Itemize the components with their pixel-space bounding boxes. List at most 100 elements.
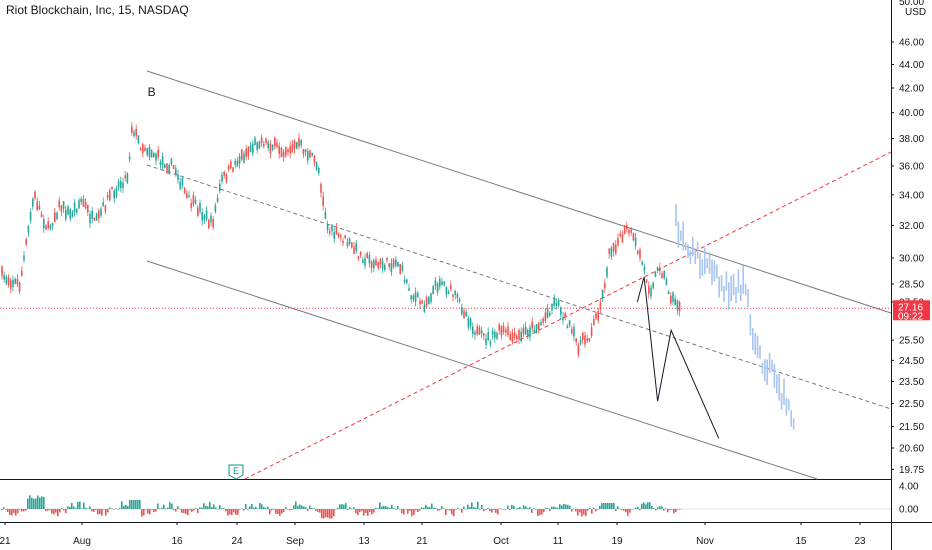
- candle-body: [487, 332, 489, 341]
- price-tick-label: 36.00: [899, 161, 924, 172]
- oscillator-bar: [225, 509, 227, 512]
- candle-body: [441, 281, 443, 285]
- oscillator-tick-label: 0.00: [899, 505, 919, 516]
- oscillator-bar: [31, 497, 33, 509]
- candle-body: [579, 339, 582, 344]
- oscillator-bar: [179, 509, 181, 510]
- price-tick-label: 38.00: [899, 134, 924, 145]
- time-tick-label: 23: [854, 536, 866, 547]
- oscillator-bar: [383, 505, 385, 509]
- oscillator-bar: [43, 497, 45, 509]
- oscillator-bar: [103, 509, 105, 510]
- oscillator-bar: [147, 509, 149, 514]
- time-tick-label: 24: [231, 536, 243, 547]
- candle-body: [549, 312, 551, 316]
- oscillator-bar: [49, 509, 51, 510]
- candle-body: [414, 292, 417, 303]
- candle-body: [32, 199, 34, 207]
- candle-body: [619, 233, 621, 237]
- candle-body: [223, 172, 225, 176]
- candle-body: [518, 329, 520, 340]
- candle-body: [296, 142, 298, 149]
- oscillator-bar: [313, 508, 315, 509]
- oscillator-bar: [243, 509, 245, 511]
- oscillator-bar: [585, 509, 587, 517]
- oscillator-bar: [79, 501, 81, 509]
- candle-body: [557, 300, 560, 306]
- oscillator-bar: [427, 506, 429, 509]
- candle-body: [465, 311, 467, 317]
- candle-body: [263, 143, 265, 147]
- candle-body: [71, 212, 74, 217]
- oscillator-bar: [659, 506, 661, 509]
- oscillator-bar: [7, 509, 9, 512]
- candle-body: [447, 291, 450, 294]
- oscillator-bar: [637, 506, 639, 509]
- candle-body: [586, 338, 588, 341]
- candle-body: [170, 158, 173, 165]
- oscillator-bar: [371, 509, 373, 515]
- oscillator-bar: [609, 503, 611, 509]
- oscillator-bar: [327, 509, 329, 518]
- candle-body: [192, 194, 195, 205]
- oscillator-bar: [223, 508, 225, 509]
- candle-body: [307, 151, 309, 161]
- oscillator-bar: [465, 509, 467, 510]
- candle-body: [560, 307, 562, 315]
- candle-body: [641, 261, 643, 265]
- oscillator-bar: [353, 507, 355, 509]
- time-tick-label: 11: [553, 536, 564, 547]
- candle-body: [621, 234, 624, 243]
- candle-body: [428, 296, 430, 304]
- oscillator-bar: [323, 509, 325, 519]
- candle-body: [236, 160, 239, 167]
- oscillator-bar: [39, 497, 41, 509]
- oscillator-bar: [557, 508, 559, 509]
- oscillator-bar: [583, 509, 585, 515]
- oscillator-bar: [565, 504, 567, 509]
- oscillator-bar: [641, 503, 643, 509]
- candle-body: [397, 261, 399, 267]
- candle-body: [551, 303, 553, 311]
- oscillator-bar: [303, 506, 305, 509]
- oscillator-bar: [271, 509, 273, 511]
- oscillator-bar: [349, 507, 351, 509]
- candle-body: [14, 278, 16, 284]
- candle-body: [430, 293, 432, 303]
- oscillator-bar: [81, 508, 83, 510]
- oscillator-bar: [425, 505, 427, 509]
- oscillator-bar: [677, 509, 679, 510]
- oscillator-bar: [35, 498, 37, 509]
- time-tick-label: Aug: [73, 536, 91, 547]
- candle-body: [183, 187, 186, 194]
- oscillator-bar: [197, 509, 199, 514]
- oscillator-bar: [445, 509, 447, 515]
- oscillator-bar: [19, 509, 21, 510]
- oscillator-bar: [449, 509, 451, 511]
- oscillator-bar: [17, 509, 19, 514]
- oscillator-bar: [89, 506, 91, 509]
- oscillator-bar: [237, 509, 239, 515]
- oscillator-bar: [51, 509, 53, 514]
- candle-body: [612, 243, 615, 252]
- oscillator-bar: [525, 506, 527, 509]
- candle-body: [80, 198, 82, 203]
- candle-body: [351, 242, 353, 248]
- oscillator-bar: [239, 509, 241, 510]
- oscillator-bar: [211, 507, 213, 509]
- candle-body: [452, 294, 454, 297]
- candle-body: [628, 229, 630, 234]
- earnings-badge: [228, 464, 244, 480]
- candle-body: [639, 249, 641, 259]
- candle-body: [150, 149, 153, 158]
- oscillator-bar: [549, 509, 551, 512]
- candle-body: [282, 151, 285, 158]
- candle-body: [599, 302, 602, 310]
- oscillator-bar: [309, 505, 311, 509]
- candle-body: [359, 251, 362, 256]
- candle-body: [500, 326, 503, 336]
- candle-body: [527, 329, 529, 338]
- oscillator-bar: [221, 508, 223, 509]
- oscillator-bar: [663, 509, 665, 511]
